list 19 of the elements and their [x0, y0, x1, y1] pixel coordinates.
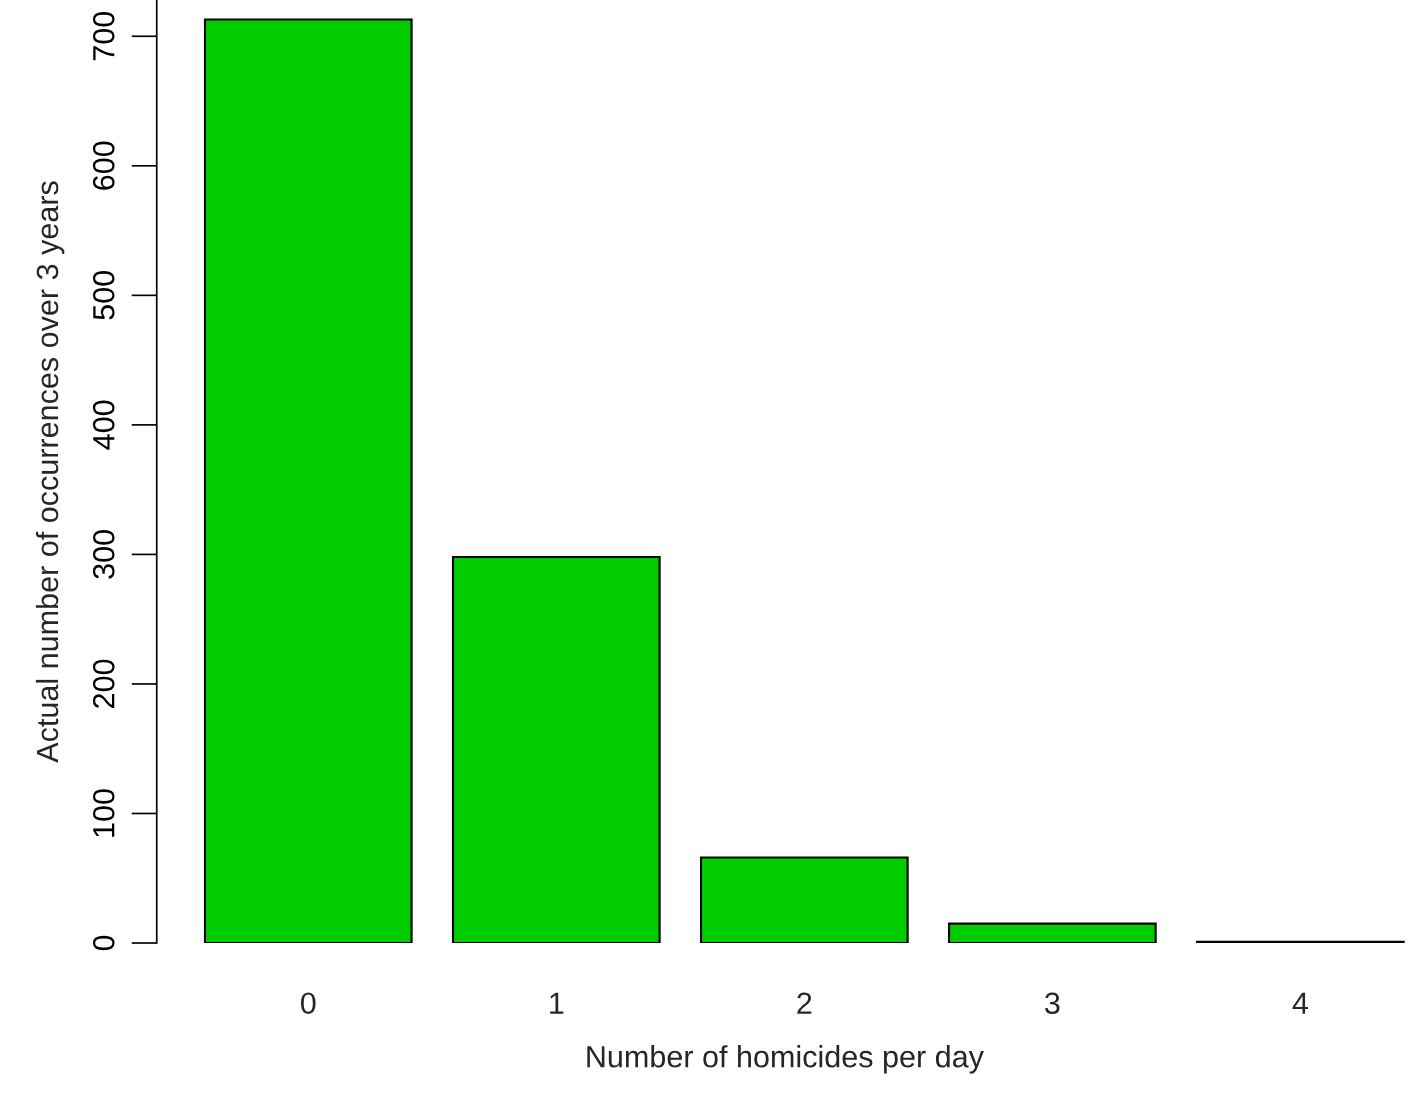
y-tick-label: 400: [92, 400, 115, 450]
y-tick-label: 100: [92, 789, 115, 837]
bar: [948, 922, 1157, 944]
x-tick-label: 1: [550, 992, 564, 1014]
y-tick-label: 500: [92, 271, 115, 320]
y-tick-label: 0: [92, 935, 115, 951]
y-tick-label: 600: [92, 141, 115, 190]
x-tick-label: 2: [797, 992, 812, 1014]
bar: [451, 555, 661, 944]
bar: [203, 18, 413, 944]
y-tick-label: 700: [92, 11, 115, 61]
x-tick-label: 4: [1292, 992, 1308, 1014]
x-axis-title: Number of homicides per day: [587, 1045, 984, 1074]
y-axis-title: Actual number of occurrences over 3 years: [35, 181, 65, 763]
x-tick-label: 0: [300, 992, 316, 1015]
y-tick-label: 200: [92, 659, 115, 708]
x-tick-label: 3: [1045, 992, 1060, 1015]
bar: [699, 856, 909, 944]
y-tick-label: 300: [92, 530, 115, 579]
